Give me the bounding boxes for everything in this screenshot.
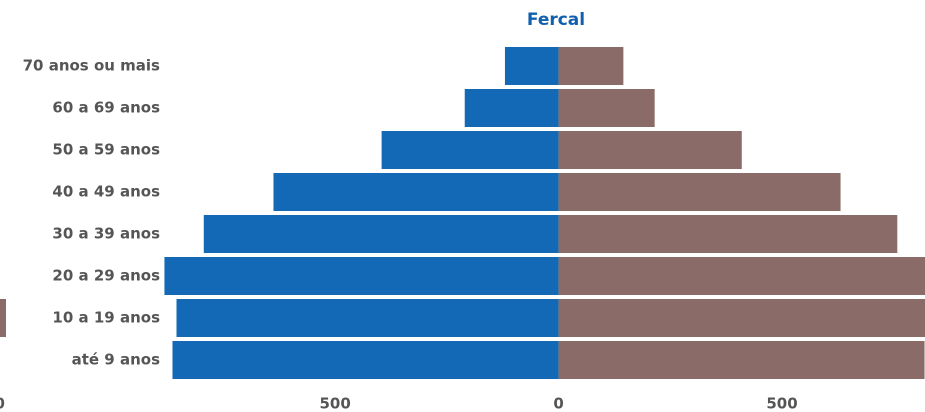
bar [504,47,559,85]
bar [558,47,624,85]
bar [558,341,925,379]
plot-area [164,47,925,379]
category-label: 60 a 69 anos [52,99,160,117]
bar [203,215,559,253]
bar [558,89,655,127]
bar [164,257,559,295]
category-label: 10 a 19 anos [52,309,160,327]
category-label: 30 a 39 anos [52,225,160,243]
category-label: até 9 anos [72,351,160,369]
bar [464,89,559,127]
bar [558,215,898,253]
x-tick-label: 500 [319,395,350,412]
category-label: 50 a 59 anos [52,141,160,159]
cropped-tick-label: 00 [0,395,5,412]
bar [172,341,559,379]
bar [558,173,841,211]
bar [558,257,925,295]
bar [558,299,925,337]
chart-title: Fercal [527,10,585,30]
category-label: 20 a 29 anos [52,267,160,285]
bar [176,299,559,337]
bar [558,131,742,169]
cropped-neighbor-bar [0,299,6,337]
x-tick-label: 0 [553,395,563,412]
x-tick-label: 500 [766,395,797,412]
category-label: 70 anos ou mais [23,57,160,75]
category-label: 40 a 49 anos [52,183,160,201]
bar [273,173,559,211]
bar [381,131,559,169]
